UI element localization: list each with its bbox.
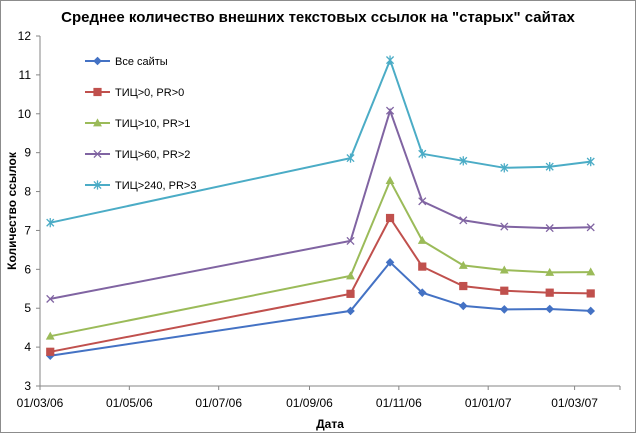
legend-marker bbox=[93, 87, 102, 97]
data-point bbox=[46, 347, 55, 356]
data-point bbox=[545, 162, 554, 172]
series-line bbox=[50, 216, 591, 353]
data-point bbox=[545, 304, 555, 314]
y-tick-label: 11 bbox=[19, 68, 32, 82]
data-point bbox=[46, 218, 55, 228]
data-point bbox=[417, 235, 427, 244]
y-tick-label: 12 bbox=[18, 29, 32, 43]
series-line bbox=[50, 107, 591, 300]
series-line bbox=[50, 260, 591, 357]
data-point bbox=[418, 149, 427, 159]
data-point bbox=[385, 55, 395, 65]
data-point bbox=[417, 288, 427, 297]
legend-label: ТИЦ>240, PR>3 bbox=[115, 180, 196, 192]
data-point bbox=[418, 197, 427, 206]
data-point bbox=[385, 213, 395, 223]
data-point bbox=[346, 289, 355, 298]
series-5 bbox=[46, 55, 595, 228]
data-point bbox=[385, 258, 395, 267]
chart-title: Среднее количество внешних текстовых ссы… bbox=[61, 9, 575, 26]
data-point bbox=[500, 163, 509, 173]
data-point bbox=[545, 224, 554, 233]
data-point bbox=[346, 306, 355, 316]
series-line bbox=[50, 178, 591, 338]
data-point bbox=[500, 286, 509, 295]
data-point bbox=[346, 236, 355, 246]
legend-label: ТИЦ>10, PR>1 bbox=[115, 118, 190, 130]
data-point bbox=[545, 288, 554, 297]
data-point bbox=[346, 153, 355, 163]
data-point bbox=[586, 289, 595, 298]
data-point bbox=[586, 157, 595, 167]
data-point bbox=[499, 265, 509, 274]
axes: 3 4 5 6 7 8 9 10 11 12 01/03/06 01/05/06 01/07/06 01/… bbox=[5, 29, 621, 431]
legend-label: ТИЦ>0, PR>0 bbox=[115, 87, 184, 99]
y-tick-label: 3 bbox=[24, 379, 31, 393]
x-axis-title: Дата bbox=[316, 417, 344, 431]
legend: Все сайты ТИЦ>0, PR>0 ТИЦ>10, PR>1 ТИЦ>60, … bbox=[85, 56, 196, 192]
data-point bbox=[545, 267, 555, 276]
x-tick-label: 01/05/06 bbox=[106, 396, 153, 410]
data-point bbox=[458, 260, 468, 269]
data-point bbox=[459, 281, 468, 291]
y-tick-label: 7 bbox=[24, 223, 31, 237]
data-point bbox=[586, 267, 596, 276]
legend-marker bbox=[93, 56, 102, 66]
data-point bbox=[418, 262, 427, 271]
legend-label: Все сайты bbox=[115, 56, 168, 68]
data-point bbox=[385, 176, 395, 185]
series-2 bbox=[46, 213, 595, 356]
series-line bbox=[50, 57, 591, 224]
series-4 bbox=[46, 106, 595, 303]
data-point bbox=[586, 223, 595, 232]
legend-item: ТИЦ>240, PR>3 bbox=[85, 180, 196, 192]
data-point bbox=[385, 106, 395, 115]
x-tick-label: 01/07/06 bbox=[195, 396, 242, 410]
y-axis-title: Количество ссылок bbox=[5, 151, 19, 270]
x-tick-label: 01/03/06 bbox=[17, 396, 64, 410]
data-point bbox=[586, 306, 596, 316]
series-group bbox=[45, 55, 596, 360]
data-point bbox=[499, 305, 509, 314]
y-tick-label: 6 bbox=[24, 262, 31, 276]
legend-item: ТИЦ>60, PR>2 bbox=[85, 149, 190, 161]
data-point bbox=[459, 156, 468, 166]
legend-marker bbox=[93, 180, 102, 190]
y-tick-label: 8 bbox=[24, 185, 31, 199]
y-tick-label: 10 bbox=[18, 107, 32, 121]
y-tick-label: 9 bbox=[24, 146, 31, 160]
data-point bbox=[458, 301, 468, 311]
data-point bbox=[500, 222, 509, 231]
legend-marker bbox=[93, 149, 102, 159]
data-point bbox=[45, 331, 55, 340]
x-tick-label: 01/01/07 bbox=[465, 396, 512, 410]
data-point bbox=[346, 271, 355, 280]
data-point bbox=[46, 294, 55, 303]
legend-item: Все сайты bbox=[85, 56, 168, 68]
x-tick-label: 01/03/07 bbox=[551, 396, 598, 410]
legend-marker bbox=[93, 118, 102, 127]
legend-item: ТИЦ>0, PR>0 bbox=[85, 87, 184, 99]
series-1 bbox=[45, 258, 596, 360]
y-tick-label: 5 bbox=[24, 301, 31, 315]
series-3 bbox=[45, 176, 596, 340]
data-point bbox=[459, 216, 468, 225]
x-tick-label: 01/11/06 bbox=[376, 396, 422, 410]
legend-item: ТИЦ>10, PR>1 bbox=[85, 118, 190, 130]
legend-label: ТИЦ>60, PR>2 bbox=[115, 149, 190, 161]
x-tick-label: 01/09/06 bbox=[286, 396, 333, 410]
y-tick-label: 4 bbox=[24, 340, 31, 354]
